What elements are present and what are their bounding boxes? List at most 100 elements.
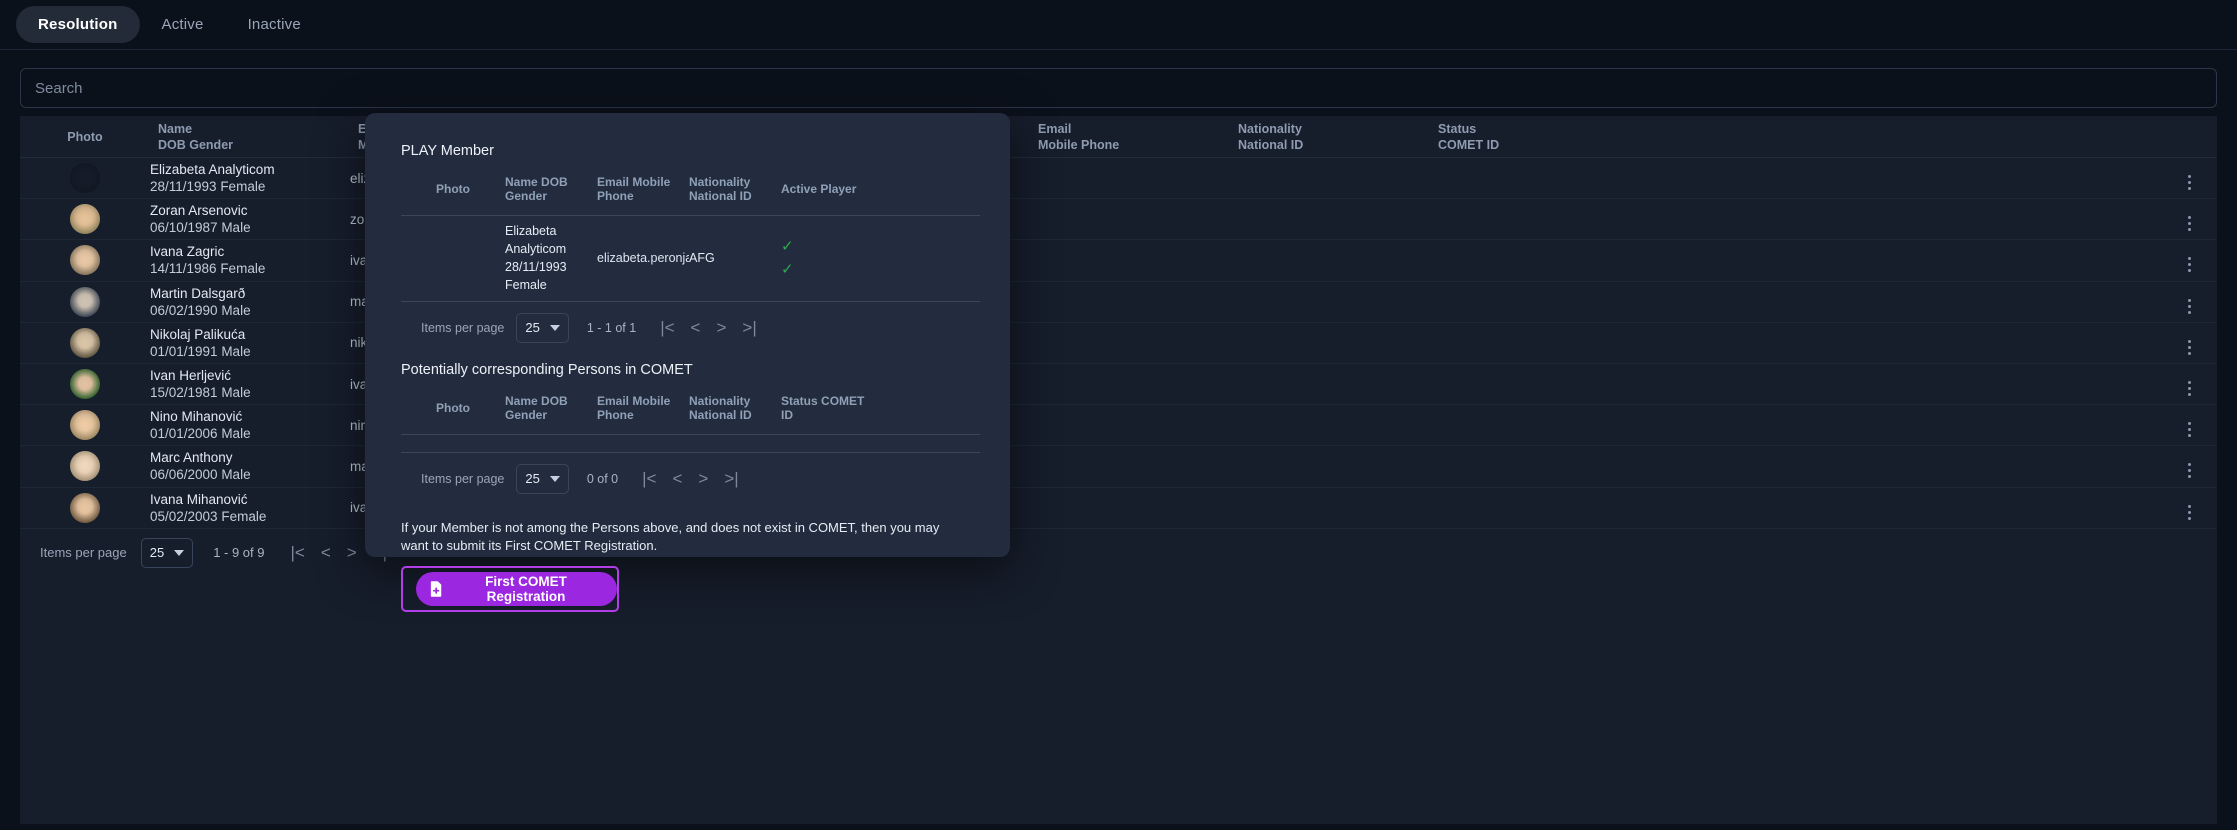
row-name: Ivana Zagric	[150, 244, 225, 260]
row-dob-gender: 01/01/1991 Male	[150, 343, 251, 359]
row-dob-gender: 05/02/2003 Female	[150, 508, 267, 524]
comet-column-header-name: Name DOB Gender	[505, 394, 597, 422]
first-comet-registration-button[interactable]: First COMET Registration	[416, 572, 617, 607]
row-name: Elizabeta Analyticom	[150, 162, 275, 178]
resolution-modal: PLAY Member Photo Name DOB Gender Email …	[365, 113, 1010, 613]
comet-previous-page-button[interactable]: <	[672, 469, 683, 488]
table-row[interactable]: Zoran Arsenovic 06/10/1987 Male zor	[20, 199, 2217, 241]
items-per-page-value: 25	[149, 545, 165, 561]
comet-column-header-name-label: Name	[505, 393, 538, 408]
page-range-label: 1 - 9 of 9	[213, 545, 265, 561]
tab-resolution[interactable]: Resolution	[16, 6, 140, 43]
modal-column-header-photo: Photo	[436, 182, 470, 196]
play-member-header-row: Photo Name DOB Gender Email Mobile Phone…	[401, 175, 980, 216]
comet-next-page-button[interactable]: >	[698, 469, 709, 488]
row-photo	[20, 163, 150, 193]
table-row[interactable]: Elizabeta Analyticom 28/11/1993 Female eli…	[20, 158, 2217, 200]
chevron-down-icon	[174, 549, 185, 556]
modal-column-header-player-label: Player	[820, 182, 857, 196]
chevron-down-icon	[549, 475, 560, 482]
row-name: Martin Dalsgarð	[150, 285, 246, 301]
column-header-comet-id-label: COMET ID	[1438, 137, 1500, 152]
table-row[interactable]: Marc Anthony 06/06/2000 Male ma	[20, 446, 2217, 488]
row-email: ma	[350, 458, 369, 474]
more-options-icon[interactable]	[2188, 257, 2191, 273]
more-options-icon[interactable]	[2188, 216, 2191, 232]
row-photo	[20, 327, 150, 358]
more-options-icon[interactable]	[2188, 504, 2191, 520]
row-name: Nino Mihanović	[150, 409, 243, 425]
modal-column-header-name-label: Name	[505, 175, 538, 189]
comet-persons-title: Potentially corresponding Persons in COM…	[401, 361, 693, 378]
more-options-icon[interactable]	[2188, 339, 2191, 355]
more-options-icon[interactable]	[2188, 381, 2191, 397]
row-photo	[20, 492, 150, 523]
modal-next-page-button[interactable]: >	[716, 318, 727, 337]
play-member-title: PLAY Member	[401, 143, 494, 159]
modal-column-header-name: Name DOB Gender	[505, 175, 597, 203]
comet-first-page-button[interactable]: |<	[642, 469, 657, 488]
search-input[interactable]	[20, 68, 2217, 108]
modal-first-page-button[interactable]: |<	[660, 318, 675, 337]
avatar	[70, 451, 100, 482]
column-header-mobile-2-label: Mobile Phone	[1038, 137, 1120, 152]
comet-pagination-buttons: |< < > >|	[642, 470, 739, 487]
row-dob-gender: 06/06/2000 Male	[150, 467, 251, 483]
modal-items-per-page-select[interactable]: 25	[516, 312, 569, 343]
more-options-icon[interactable]	[2188, 422, 2191, 438]
row-dob-gender: 06/02/1990 Male	[150, 302, 251, 318]
more-options-icon[interactable]	[2188, 463, 2191, 479]
column-header-photo: Photo	[67, 129, 103, 144]
row-name-cell: Ivan Herljević 15/02/1981 Male	[150, 368, 350, 400]
more-options-icon[interactable]	[2188, 175, 2191, 191]
next-page-button[interactable]: >	[346, 543, 357, 563]
avatar	[70, 369, 100, 400]
row-email: zor	[350, 211, 369, 227]
comet-items-per-page-select[interactable]: 25	[516, 463, 569, 494]
table-row[interactable]: Nino Mihanović 01/01/2006 Male nin	[20, 405, 2217, 447]
row-photo	[20, 204, 150, 235]
first-comet-registration-label: First COMET Registration	[485, 574, 567, 605]
avatar	[70, 163, 100, 193]
first-page-button[interactable]: |<	[290, 543, 305, 563]
table-row[interactable]: Ivan Herljević 15/02/1981 Male ivan	[20, 364, 2217, 406]
previous-page-button[interactable]: <	[320, 543, 331, 563]
row-name: Zoran Arsenovic	[150, 203, 248, 219]
modal-column-header-national-id-label: National ID	[689, 189, 752, 203]
play-member-row[interactable]: Elizabeta Analyticom 28/11/1993 Female e…	[401, 216, 980, 302]
row-name-cell: Ivana Mihanović 05/02/2003 Female	[150, 492, 350, 524]
row-email: ma	[350, 294, 369, 310]
column-header-nationality-label: Nationality	[1238, 121, 1302, 136]
comet-persons-header-row: Photo Name DOB Gender Email Mobile Phone…	[401, 394, 980, 435]
column-header-email-2-label: Email	[1038, 121, 1072, 136]
comet-last-page-button[interactable]: >|	[724, 469, 739, 488]
comet-column-header-mobile-label: Mobile Phone	[597, 393, 671, 422]
modal-items-per-page-value: 25	[525, 320, 540, 335]
member-name-cell: Elizabeta Analyticom 28/11/1993 Female	[505, 222, 597, 295]
more-options-icon[interactable]	[2188, 298, 2191, 314]
modal-previous-page-button[interactable]: <	[690, 318, 701, 337]
document-plus-icon	[430, 581, 442, 597]
table-row[interactable]: Nikolaj Palikuća 01/01/1991 Male nik	[20, 323, 2217, 364]
tab-inactive[interactable]: Inactive	[247, 16, 301, 33]
modal-column-header-nationality-label: Nationality	[689, 175, 751, 189]
player-check-icon: ✓	[781, 261, 794, 279]
row-actions	[1590, 496, 2217, 520]
modal-last-page-button[interactable]: >|	[742, 318, 757, 337]
items-per-page-select[interactable]: 25	[140, 537, 194, 568]
table-row[interactable]: Ivana Zagric 14/11/1986 Female ivan	[20, 240, 2217, 282]
comet-column-header-nationality-label: Nationality	[689, 393, 751, 408]
row-name-cell: Zoran Arsenovic 06/10/1987 Male	[150, 203, 350, 235]
comet-page-range-label: 0 of 0	[586, 471, 619, 486]
tab-active[interactable]: Active	[161, 16, 204, 33]
avatar	[70, 204, 100, 235]
column-header-name-label: Name	[158, 121, 193, 136]
table-row[interactable]: Martin Dalsgarð 06/02/1990 Male ma	[20, 282, 2217, 323]
comet-column-header-status: Status COMET ID	[781, 394, 873, 422]
help-text: If your Member is not among the Persons …	[401, 519, 940, 554]
column-header-name: Name DOB Gender	[150, 122, 350, 152]
avatar	[70, 492, 100, 523]
items-per-page-label: Items per page	[40, 545, 127, 561]
column-header-status-label: Status	[1438, 121, 1477, 136]
table-row[interactable]: Ivana Mihanović 05/02/2003 Female ivan	[20, 488, 2217, 529]
